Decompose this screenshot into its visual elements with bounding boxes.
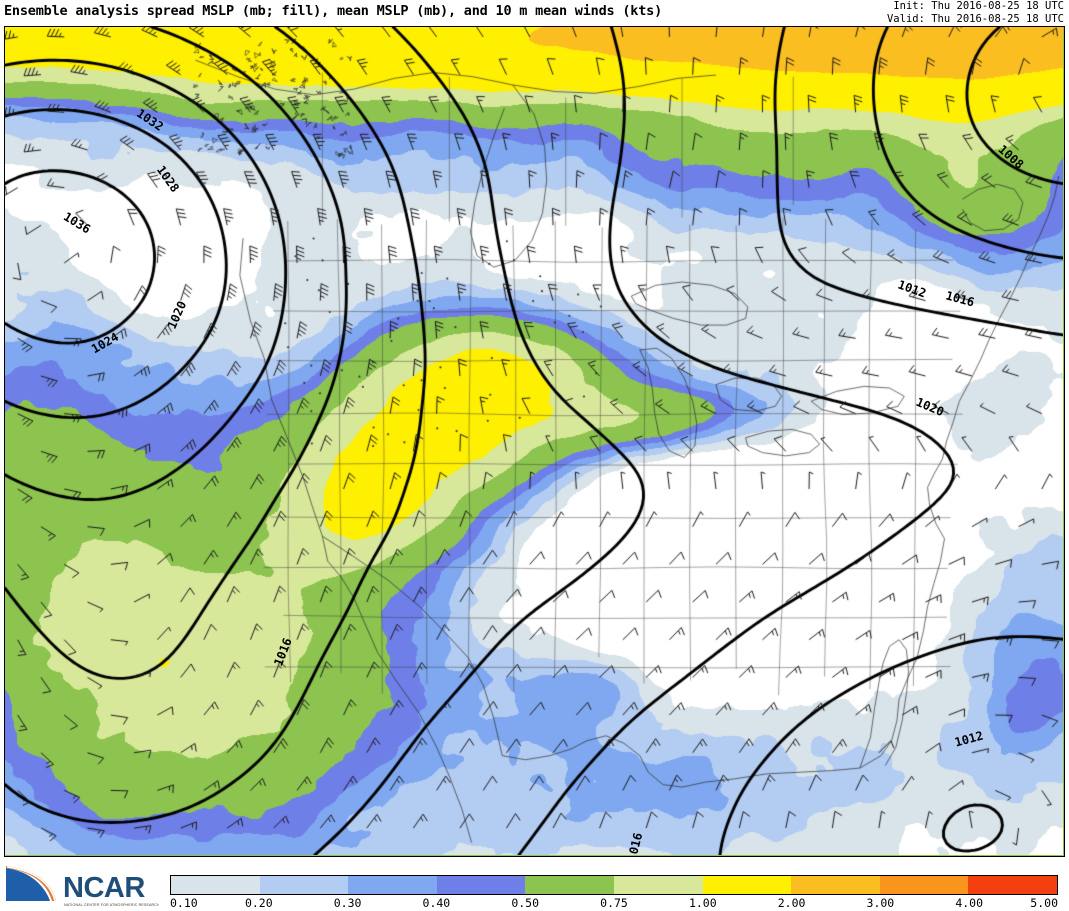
colorbar-tick-0.75: 0.75 bbox=[600, 896, 628, 910]
colorbar-tick-2.00: 2.00 bbox=[777, 896, 806, 910]
colorbar-segment-1 bbox=[259, 876, 349, 894]
header-bar: Ensemble analysis spread MSLP (mb; fill)… bbox=[0, 0, 1069, 26]
ncar-tagline: NATIONAL CENTER FOR ATMOSPHERIC RESEARCH bbox=[64, 903, 159, 907]
weather-map[interactable]: 1036103210281024102010161012101610121008… bbox=[4, 26, 1065, 857]
ncar-logo: NCAR NATIONAL CENTER FOR ATMOSPHERIC RES… bbox=[6, 866, 159, 907]
colorbar-segment-7 bbox=[791, 876, 880, 894]
colorbar-segment-8 bbox=[879, 876, 969, 894]
colorbar-segment-2 bbox=[348, 876, 437, 894]
colorbar-tick-0.50: 0.50 bbox=[511, 896, 540, 910]
map-render-surface bbox=[5, 27, 1063, 855]
colorbar-tick-0.30: 0.30 bbox=[333, 896, 362, 910]
colorbar-strip[interactable] bbox=[170, 875, 1058, 895]
colorbar-tick-1.00: 1.00 bbox=[688, 896, 717, 910]
colorbar-tick-labels: 0.10 0.20 0.30 0.40 0.50 0.75 1.00 2.00 3.00 4.00… bbox=[170, 896, 1058, 911]
colorbar-segment-5 bbox=[613, 876, 703, 894]
colorbar-tick-3.00: 3.00 bbox=[866, 896, 895, 910]
page-title: Ensemble analysis spread MSLP (mb; fill)… bbox=[4, 3, 662, 19]
ncar-wordmark: NCAR bbox=[63, 872, 145, 904]
colorbar-tick-0.20: 0.20 bbox=[244, 896, 273, 910]
colorbar-tick-0.10: 0.10 bbox=[170, 896, 198, 910]
colorbar-segment-9 bbox=[968, 876, 1057, 894]
colorbar-segment-4 bbox=[525, 876, 614, 894]
colorbar-tick-4.00: 4.00 bbox=[955, 896, 984, 910]
colorbar-panel: NCAR NATIONAL CENTER FOR ATMOSPHERIC RES… bbox=[0, 862, 1069, 911]
init-timestamp: Init: Thu 2016-08-25 18 UTC bbox=[893, 0, 1064, 12]
timestamp-block: Init: Thu 2016-08-25 18 UTC Valid: Thu 2… bbox=[887, 0, 1064, 25]
valid-timestamp: Valid: Thu 2016-08-25 18 UTC bbox=[886, 12, 1064, 25]
colorbar-segment-0 bbox=[171, 876, 260, 894]
colorbar-segment-3 bbox=[436, 876, 526, 894]
colorbar-tick-0.40: 0.40 bbox=[422, 896, 451, 910]
colorbar-segment-6 bbox=[702, 876, 792, 894]
colorbar-tick-5.00: 5.00 bbox=[1030, 896, 1058, 910]
ncar-logo-swoosh bbox=[6, 866, 56, 902]
